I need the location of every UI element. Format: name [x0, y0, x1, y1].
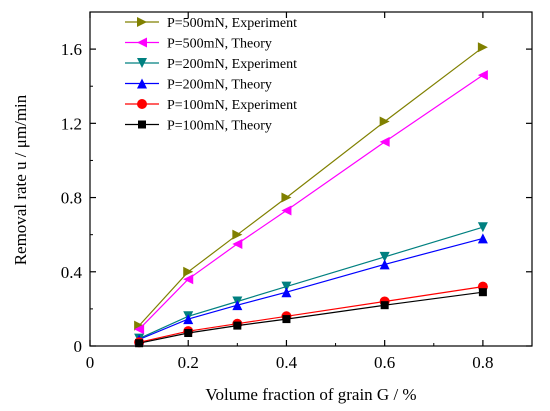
legend-marker — [137, 37, 147, 48]
data-point — [281, 192, 292, 203]
data-point — [183, 314, 194, 325]
data-point — [477, 70, 488, 81]
data-point — [282, 315, 291, 324]
series-layer — [134, 42, 488, 348]
y-tick-label: 0.4 — [61, 263, 83, 282]
legend-label: P=500mN, Experiment — [167, 16, 297, 31]
data-point — [183, 266, 194, 277]
data-point — [232, 229, 243, 240]
series-line — [138, 237, 484, 341]
data-point — [183, 274, 194, 285]
legend-label: P=200mN, Experiment — [167, 57, 297, 72]
legend-label: P=100mN, Experiment — [167, 98, 297, 113]
series-line — [138, 74, 484, 330]
data-point — [477, 233, 488, 244]
x-tick-label: 0 — [86, 353, 95, 372]
series-line — [138, 46, 484, 327]
data-point — [477, 222, 488, 233]
data-point — [281, 281, 292, 292]
y-tick-label: 1.2 — [61, 114, 82, 133]
x-tick-label: 0.6 — [374, 353, 395, 372]
data-point — [233, 321, 242, 330]
legend-item: P=100mN, Theory — [125, 119, 272, 134]
data-point — [477, 42, 488, 53]
legend: P=500mN, Experiment P=500mN, Theory P=200m… — [125, 16, 297, 134]
legend-marker — [137, 99, 147, 109]
data-point — [478, 288, 487, 297]
series-line — [138, 291, 483, 344]
y-tick-label: 1.6 — [61, 40, 82, 59]
data-point — [134, 324, 145, 335]
data-point — [232, 300, 243, 311]
series-2 — [134, 70, 488, 335]
data-point — [184, 329, 193, 338]
y-axis-label: Removal rate u / μm/min — [11, 94, 30, 265]
data-point — [379, 251, 390, 262]
data-point — [281, 205, 292, 216]
legend-label: P=100mN, Theory — [167, 119, 272, 134]
x-tick-label: 0.4 — [276, 353, 298, 372]
legend-item: P=100mN, Experiment — [125, 98, 297, 113]
legend-item: P=500mN, Theory — [125, 37, 272, 52]
legend-item: P=200mN, Experiment — [125, 57, 297, 72]
data-point — [380, 301, 389, 310]
y-tick-label: 0 — [74, 337, 83, 356]
legend-label: P=200mN, Theory — [167, 78, 272, 93]
data-point — [379, 259, 390, 270]
series-line — [138, 226, 484, 340]
axes-layer: 0 0.2 0.4 0.6 0.8 0 0.4 0.8 1.2 1.6 — [61, 11, 533, 372]
legend-marker — [137, 17, 147, 27]
data-point — [379, 136, 390, 147]
legend-item: P=500mN, Experiment — [125, 16, 297, 31]
series-line — [138, 286, 483, 343]
legend-marker — [137, 58, 147, 68]
legend-item: P=200mN, Theory — [125, 78, 272, 93]
data-point — [232, 238, 243, 249]
legend-marker — [138, 120, 146, 129]
legend-marker — [137, 78, 147, 89]
x-axis-label: Volume fraction of grain G / % — [205, 385, 416, 404]
x-tick-label: 0.2 — [178, 353, 199, 372]
y-tick-label: 0.8 — [61, 189, 82, 208]
data-point — [379, 116, 390, 127]
legend-label: P=500mN, Theory — [167, 37, 272, 52]
x-tick-label: 0.8 — [472, 353, 493, 372]
data-point — [281, 287, 292, 298]
